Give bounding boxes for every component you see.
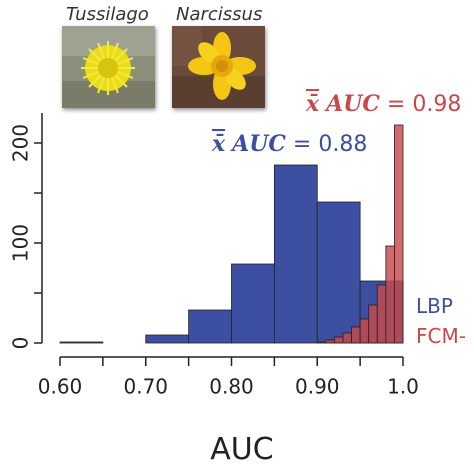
y-tick-label: 100 (9, 224, 33, 262)
chart-axes: 0 100 200 0.60 0.70 0.80 0.90 1.0 (9, 113, 419, 399)
lbp-bar (59, 341, 104, 344)
fcm-mean-annotation: x̄ AUC = 0.98 (306, 91, 461, 117)
photo-label-tussilago: Tussilago (66, 4, 149, 25)
histogram-bars (59, 124, 404, 344)
tussilago-photo (62, 26, 155, 108)
fcm-mean-metric: AUC (326, 91, 380, 117)
narcissus-photo (172, 26, 265, 108)
fcm-bar (325, 339, 335, 344)
lbp-bar (316, 201, 361, 344)
lbp-mean-equals: = (292, 132, 312, 157)
lbp-mean-symbol: x̄ (212, 131, 226, 157)
fcm-mean-equals: = (386, 92, 406, 117)
fcm-bar (316, 341, 327, 344)
fcm-mean-symbol: x̄ (306, 91, 320, 117)
legend-item-lbp: LBP (416, 294, 453, 318)
legend-item-fcm: FCM- (416, 324, 466, 348)
fcm-bar (394, 124, 404, 344)
fcm-bar (385, 245, 395, 344)
fcm-mean-value: 0.98 (412, 92, 462, 117)
fcm-bar (333, 336, 344, 344)
x-tick-label: 0.70 (123, 375, 168, 399)
lbp-bar (145, 334, 190, 344)
x-tick-label: 1.0 (387, 375, 419, 399)
lbp-mean-value: 0.88 (318, 132, 368, 157)
lbp-bar (188, 309, 232, 344)
fcm-bar (368, 304, 378, 344)
y-tick-label: 200 (9, 124, 33, 162)
fcm-bar (376, 284, 387, 344)
lbp-mean-metric: AUC (232, 131, 286, 157)
x-axis-label: AUC (210, 432, 274, 467)
lbp-bar (273, 164, 318, 344)
lbp-mean-annotation: x̄ AUC = 0.88 (212, 131, 367, 157)
fcm-bar (351, 326, 361, 344)
fcm-bar (342, 332, 352, 344)
lbp-bar (231, 263, 275, 344)
photo-label-narcissus: Narcissus (176, 4, 263, 25)
x-tick-label: 0.60 (38, 375, 83, 399)
x-tick-label: 0.80 (209, 375, 254, 399)
x-tick-label: 0.90 (295, 375, 340, 399)
fcm-bar (359, 318, 370, 344)
y-tick-label: 0 (9, 337, 33, 350)
